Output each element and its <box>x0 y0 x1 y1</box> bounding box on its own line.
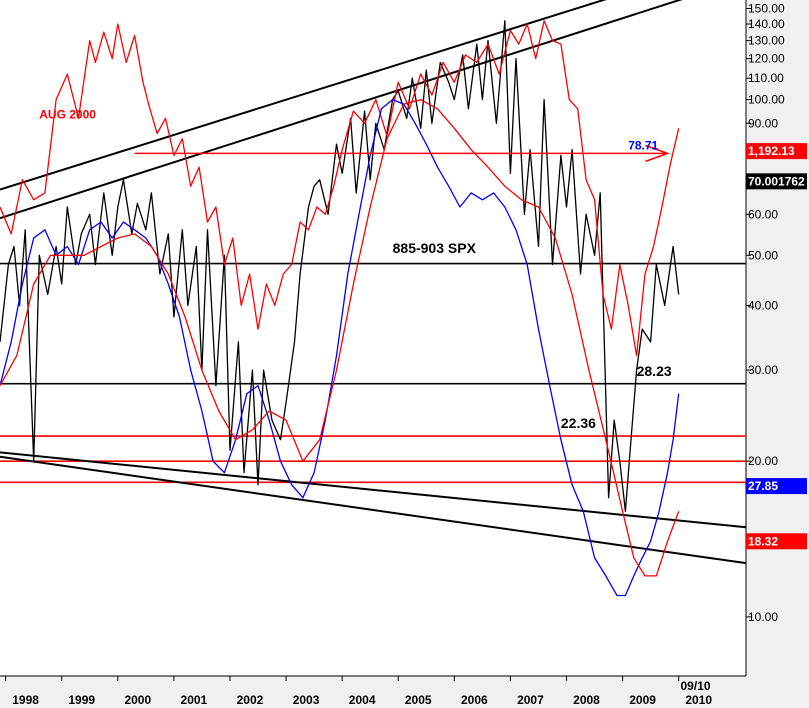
arrow-head <box>645 144 670 163</box>
aug-2000-label: AUG 2000 <box>39 107 96 121</box>
level-22-label: 22.36 <box>561 415 596 431</box>
ratio-78-label: 78.71 <box>628 139 658 153</box>
x-tick-label: 2010 <box>685 693 712 707</box>
x-tick-label: 2002 <box>237 693 264 707</box>
x-tick-label: 2007 <box>517 693 544 707</box>
x-tick-label: 2006 <box>461 693 488 707</box>
badge-low: 18.32 <box>746 533 807 550</box>
series-ratio <box>0 20 680 357</box>
y-tick-label: 150.00 <box>748 1 785 15</box>
x-tick-label: 2003 <box>293 693 320 707</box>
plot-area <box>0 0 746 676</box>
series-ratio-smooth <box>0 98 680 577</box>
badge-box <box>746 173 807 190</box>
badge-value: 1,192.13 <box>748 144 795 158</box>
y-tick-label: 90.00 <box>748 116 778 130</box>
y-tick-label: 60.00 <box>748 207 778 221</box>
badge-value: 70.001762 <box>748 174 805 188</box>
x-tick-label: 2000 <box>124 693 151 707</box>
y-tick-label: 110.00 <box>748 71 784 85</box>
series-oscillator <box>0 98 680 597</box>
x-tick-label: 2001 <box>181 693 208 707</box>
level-28-label: 28.23 <box>637 363 672 379</box>
x-tick-label: 2005 <box>405 693 432 707</box>
spx-range-label: 885-903 SPX <box>393 240 477 256</box>
y-tick-label: 130.00 <box>748 34 785 48</box>
upper-channel-top <box>0 0 607 191</box>
y-tick-label: 20.00 <box>748 454 778 468</box>
y-tick-label: 100.00 <box>748 93 785 107</box>
x-axis-area <box>0 676 746 708</box>
upper-channel-bottom <box>0 0 683 220</box>
x-tick-label-current: 09/10 <box>681 679 711 693</box>
y-tick-label: 10.00 <box>748 610 778 624</box>
lower-channel-top <box>0 451 747 529</box>
y-tick-label: 30.00 <box>748 363 778 377</box>
badge-box <box>746 533 807 550</box>
badge-value: 18.32 <box>748 534 778 548</box>
y-tick-label: 50.00 <box>748 248 778 262</box>
y-axis-area <box>746 0 809 708</box>
badge-value: 27.85 <box>748 479 778 493</box>
badge-osc: 27.85 <box>746 478 807 495</box>
x-tick-label: 2009 <box>629 693 656 707</box>
x-tick-label: 2008 <box>573 693 600 707</box>
x-tick-label: 1998 <box>12 693 39 707</box>
y-tick-label: 40.00 <box>748 298 778 312</box>
badge-price: 70.001762 <box>746 173 807 190</box>
badge-ratio: 1,192.13 <box>746 143 807 160</box>
badge-box <box>746 143 807 160</box>
x-tick-label: 1999 <box>68 693 95 707</box>
badge-box <box>746 478 807 495</box>
y-tick-label: 140.00 <box>748 17 785 31</box>
x-tick-label: 2004 <box>349 693 376 707</box>
y-tick-label: 120.00 <box>748 52 785 66</box>
lower-channel-bottom <box>0 455 747 565</box>
